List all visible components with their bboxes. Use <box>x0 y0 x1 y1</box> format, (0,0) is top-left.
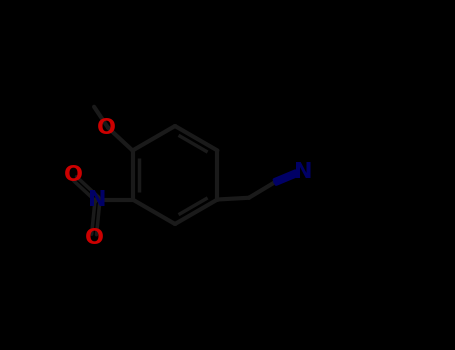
Text: O: O <box>85 228 104 248</box>
Text: O: O <box>97 118 116 138</box>
Text: N: N <box>294 161 313 182</box>
Text: N: N <box>88 189 107 210</box>
Text: O: O <box>64 165 82 185</box>
